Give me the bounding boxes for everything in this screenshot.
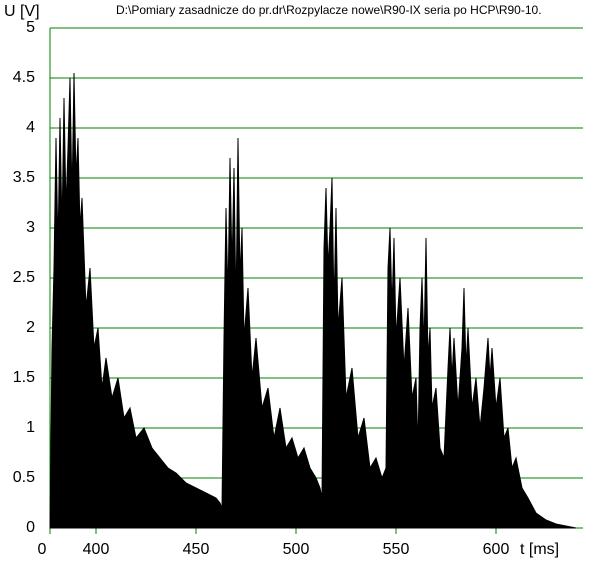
x-tick-label: 500 bbox=[283, 541, 310, 558]
y-tick-label: 0.5 bbox=[13, 469, 35, 486]
y-tick-label: 1.5 bbox=[13, 369, 35, 386]
y-tick-label: 0 bbox=[26, 519, 35, 536]
x-tick-label: 550 bbox=[383, 541, 410, 558]
chart-title: D:\Pomiary zasadnicze do pr.dr\Rozpylacz… bbox=[116, 3, 542, 17]
y-tick-label: 3 bbox=[26, 219, 35, 236]
y-tick-label: 2.5 bbox=[13, 269, 35, 286]
x-tick-label: 600 bbox=[483, 541, 510, 558]
x-tick-label: 0 bbox=[38, 541, 47, 558]
x-tick-label: 450 bbox=[183, 541, 210, 558]
y-tick-label: 3.5 bbox=[13, 169, 35, 186]
y-tick-label: 5 bbox=[26, 19, 35, 36]
x-tick-label: 400 bbox=[83, 541, 110, 558]
y-axis-label: U [V] bbox=[4, 3, 40, 20]
y-tick-label: 4.5 bbox=[13, 69, 35, 86]
y-tick-label: 1 bbox=[26, 419, 35, 436]
x-axis-label: t [ms] bbox=[520, 541, 559, 558]
y-tick-label: 2 bbox=[26, 319, 35, 336]
signal-area bbox=[49, 72, 577, 529]
y-tick-label: 4 bbox=[26, 119, 35, 136]
